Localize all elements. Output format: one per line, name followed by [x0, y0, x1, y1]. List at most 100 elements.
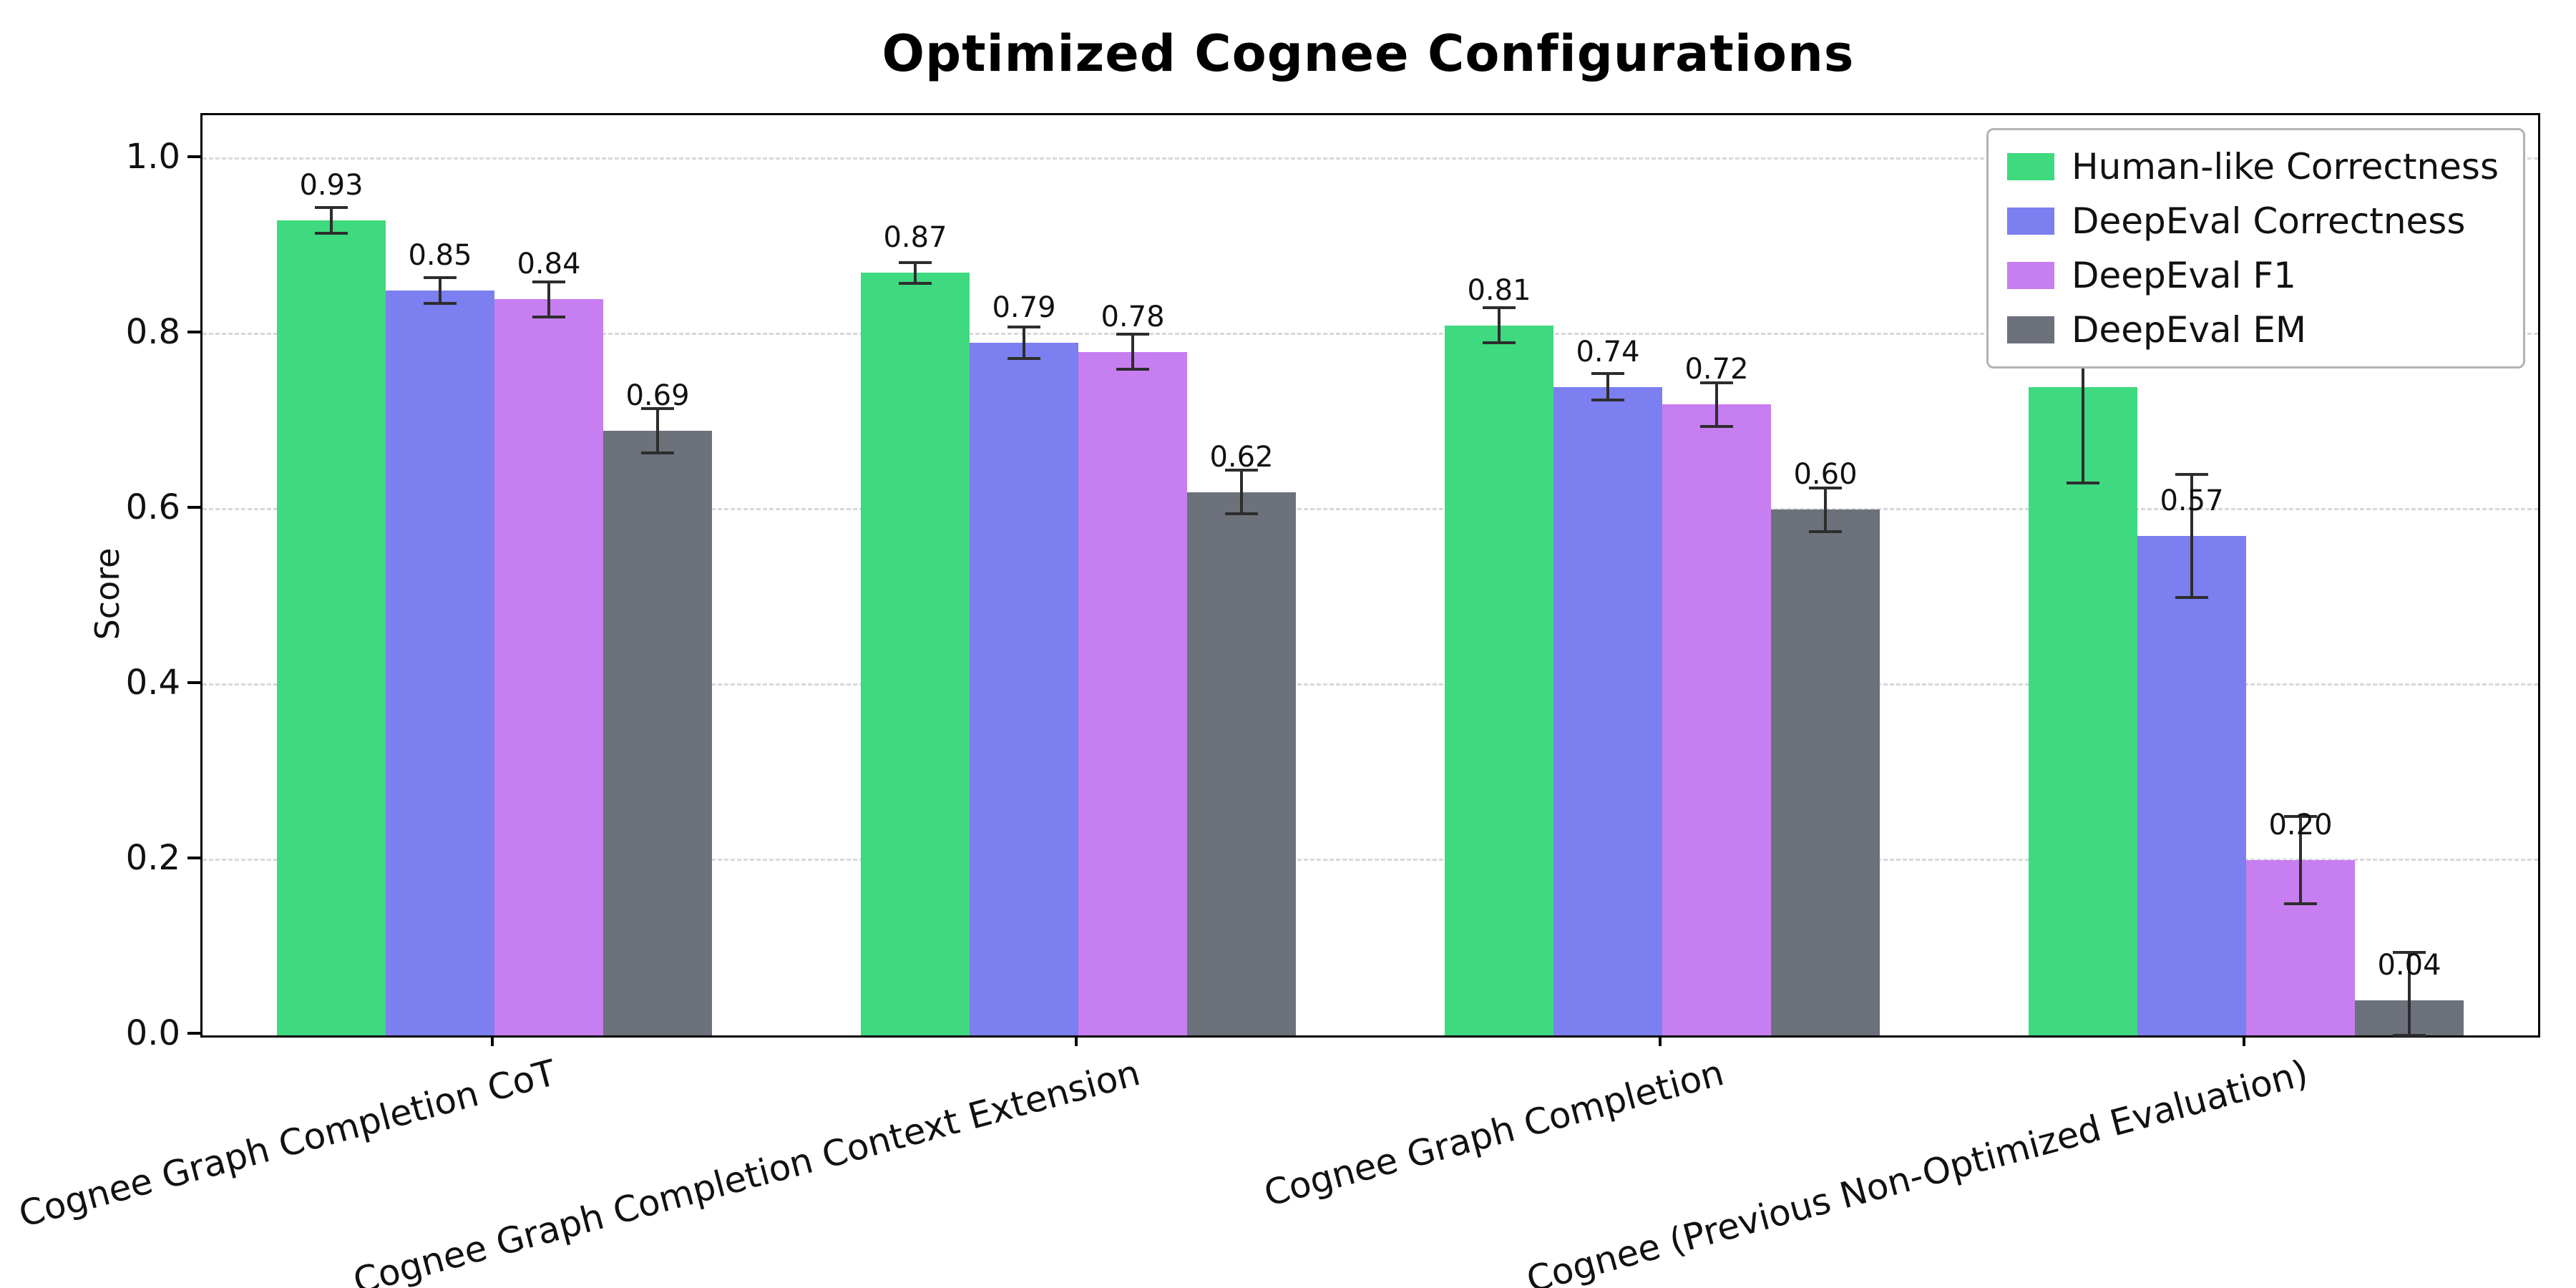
- error-cap-bottom: [424, 302, 457, 306]
- bar-series0-cat2: [1445, 325, 1553, 1035]
- error-cap-bottom: [2175, 595, 2208, 599]
- error-bar: [656, 409, 659, 453]
- gridline: [203, 859, 2538, 862]
- error-cap-bottom: [641, 451, 674, 454]
- error-bar: [1131, 334, 1134, 370]
- y-tick-mark: [187, 1032, 200, 1035]
- y-tick-mark: [187, 506, 200, 509]
- y-tick-label: 0.2: [125, 838, 180, 879]
- legend: Human-like Correctness DeepEval Correctne…: [1986, 128, 2525, 369]
- y-tick-mark: [187, 331, 200, 334]
- y-tick-mark: [187, 681, 200, 685]
- value-label: 0.84: [517, 248, 581, 281]
- legend-swatch: [2006, 208, 2054, 235]
- bar-series3-cat2: [1771, 509, 1880, 1035]
- gridline: [203, 683, 2538, 686]
- error-cap-top: [1008, 326, 1040, 329]
- value-label: 0.74: [1576, 335, 1640, 369]
- value-label: 0.93: [299, 168, 364, 202]
- value-label: 0.87: [883, 221, 947, 255]
- plot-area: Human-like Correctness DeepEval Correctne…: [200, 113, 2540, 1038]
- y-tick-mark: [187, 857, 200, 860]
- error-cap-top: [1809, 486, 1842, 489]
- y-tick-mark: [187, 155, 200, 159]
- value-label: 0.04: [2377, 949, 2441, 982]
- gridline: [203, 508, 2538, 511]
- bar-series1-cat2: [1553, 386, 1662, 1035]
- value-label: 0.85: [408, 238, 472, 272]
- error-bar: [547, 281, 550, 317]
- error-bar: [914, 262, 917, 284]
- error-cap-top: [532, 280, 565, 283]
- legend-item-1: DeepEval Correctness: [2006, 200, 2499, 242]
- error-cap-bottom: [2393, 1034, 2426, 1037]
- error-cap-top: [315, 205, 348, 209]
- error-cap-bottom: [532, 315, 565, 318]
- error-cap-bottom: [2284, 902, 2317, 906]
- error-bar: [330, 207, 333, 234]
- legend-item-0: Human-like Correctness: [2006, 146, 2499, 187]
- error-bar: [2190, 474, 2193, 597]
- y-tick-label: 0.8: [125, 312, 180, 353]
- bar-series0-cat0: [277, 220, 386, 1035]
- value-label: 0.57: [2160, 484, 2224, 517]
- bar-series2-cat0: [494, 299, 603, 1035]
- legend-item-2: DeepEval F1: [2006, 255, 2499, 296]
- error-cap-bottom: [1483, 341, 1516, 345]
- value-label: 0.72: [1684, 353, 1749, 386]
- y-tick-label: 1.0: [125, 137, 180, 177]
- x-tick-label: Cognee Graph Completion: [1259, 1052, 1729, 1215]
- error-cap-bottom: [1700, 424, 1733, 428]
- bar-series0-cat1: [861, 273, 970, 1035]
- value-label: 0.81: [1467, 273, 1531, 307]
- y-axis-label: Score: [88, 547, 127, 640]
- error-bar: [1023, 327, 1025, 359]
- legend-label: DeepEval EM: [2071, 309, 2307, 351]
- gridline: [203, 333, 2538, 336]
- error-cap-top: [2175, 473, 2208, 477]
- bar-series2-cat2: [1662, 404, 1771, 1035]
- chart-title: Optimized Cognee Configurations: [882, 24, 1855, 83]
- error-cap-top: [641, 407, 674, 411]
- y-tick-label: 0.4: [125, 663, 180, 703]
- value-label: 0.69: [625, 379, 690, 412]
- error-bar: [1498, 308, 1501, 343]
- error-bar: [1715, 382, 1718, 426]
- x-tick-label: Cognee Graph Completion CoT: [14, 1052, 561, 1236]
- value-label: 0.62: [1209, 440, 1274, 474]
- bar-series1-cat1: [970, 343, 1078, 1035]
- legend-label: DeepEval Correctness: [2071, 200, 2466, 242]
- bar-series2-cat1: [1078, 351, 1187, 1035]
- error-cap-top: [1700, 381, 1733, 384]
- legend-label: Human-like Correctness: [2071, 146, 2499, 187]
- bar-series1-cat3: [2137, 535, 2246, 1035]
- bar-series3-cat0: [603, 430, 712, 1035]
- error-cap-bottom: [1116, 368, 1149, 371]
- error-cap-top: [1116, 333, 1149, 336]
- error-cap-top: [899, 260, 932, 264]
- error-bar: [2082, 290, 2084, 484]
- gridline: [203, 157, 2538, 160]
- bar-series1-cat0: [386, 290, 494, 1035]
- legend-label: DeepEval F1: [2071, 255, 2296, 296]
- error-cap-top: [1225, 469, 1258, 472]
- error-bar: [1606, 374, 1609, 401]
- error-cap-top: [424, 275, 457, 279]
- error-cap-top: [2284, 814, 2317, 818]
- bar-series0-cat3: [2029, 386, 2137, 1035]
- error-cap-top: [2393, 950, 2426, 954]
- error-cap-bottom: [1591, 399, 1624, 402]
- value-label: 0.60: [1793, 458, 1858, 492]
- error-cap-top: [1483, 306, 1516, 310]
- x-tick-label: Cognee Graph Completion Context Extensio…: [348, 1052, 1145, 1288]
- legend-swatch: [2006, 153, 2054, 180]
- error-bar: [439, 277, 441, 304]
- y-tick-label: 0.0: [125, 1013, 180, 1053]
- value-label: 0.20: [2268, 809, 2333, 842]
- error-bar: [2299, 816, 2302, 904]
- legend-swatch: [2006, 262, 2054, 289]
- error-cap-bottom: [1225, 512, 1258, 516]
- error-cap-bottom: [2067, 482, 2099, 485]
- error-cap-bottom: [1809, 530, 1842, 533]
- error-bar: [2408, 952, 2411, 1035]
